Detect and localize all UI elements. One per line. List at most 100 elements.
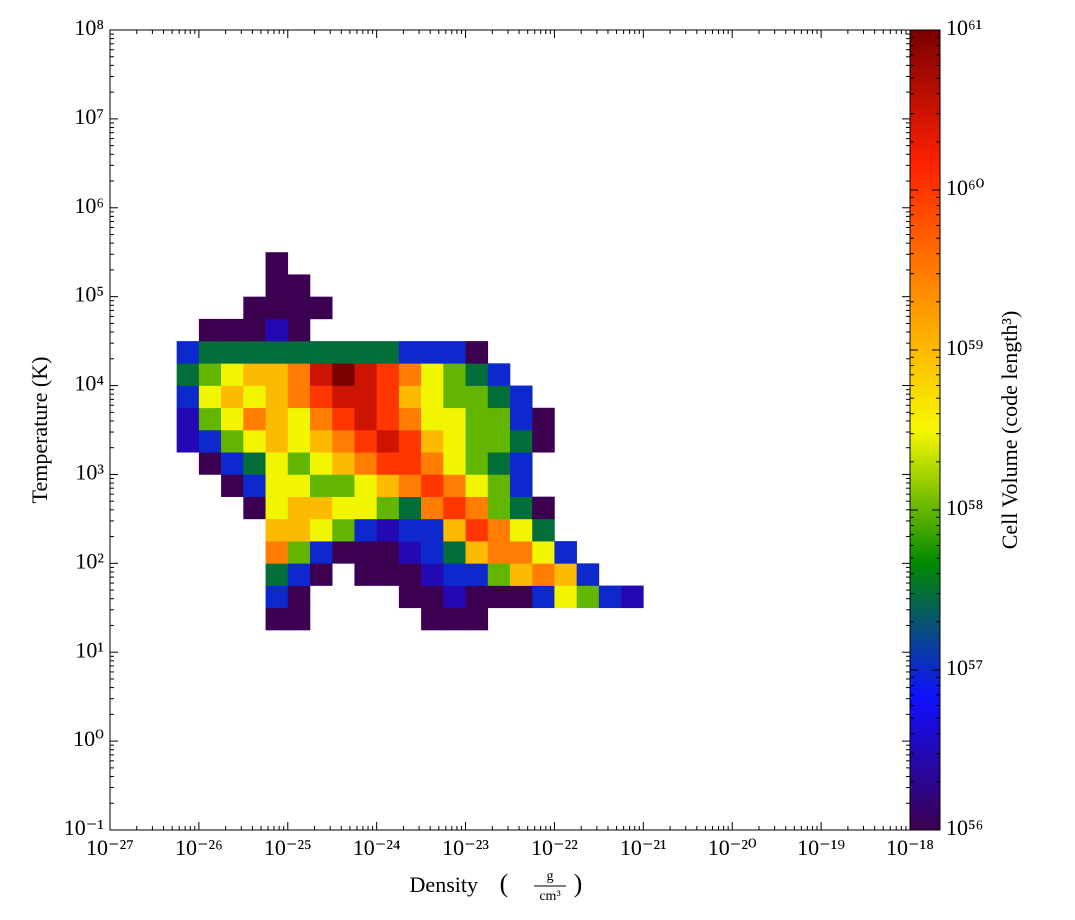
cell — [287, 496, 311, 520]
cell — [198, 407, 222, 431]
y-tick-label: 10⁷ — [74, 104, 104, 129]
x-tick-label: 10⁻²⁵ — [264, 835, 312, 860]
cell — [509, 496, 533, 520]
cell — [221, 407, 244, 431]
cell — [265, 474, 289, 497]
cell — [287, 430, 311, 453]
cell — [532, 407, 555, 431]
cell — [443, 341, 466, 364]
cell — [354, 496, 377, 520]
cell — [487, 518, 511, 542]
cell — [465, 363, 489, 386]
colorbar-tick-label: 10⁵⁷ — [946, 655, 983, 680]
cell — [176, 407, 200, 431]
cell — [265, 452, 289, 475]
cell — [354, 385, 377, 409]
cell — [398, 518, 422, 542]
y-tick-label: 10⁴ — [74, 371, 104, 396]
cell — [376, 496, 400, 520]
cell — [309, 541, 333, 564]
cell — [332, 363, 355, 386]
cell — [398, 452, 422, 475]
x-tick-label: 10⁻²¹ — [620, 835, 667, 860]
cell — [176, 363, 200, 386]
cell — [309, 407, 333, 431]
x-unit-den: cm³ — [539, 889, 560, 904]
cell — [309, 341, 333, 364]
cell — [354, 474, 377, 497]
cell — [421, 474, 444, 497]
cell — [287, 274, 311, 297]
cell — [221, 430, 244, 453]
cell — [376, 563, 400, 586]
colorbar-tick-label: 10⁵⁶ — [946, 815, 983, 840]
cell — [487, 563, 511, 586]
cell — [421, 563, 444, 586]
cell — [509, 541, 533, 564]
cell — [554, 563, 577, 586]
cell — [309, 452, 333, 475]
cell — [309, 474, 333, 497]
cell — [487, 452, 511, 475]
cell — [465, 585, 489, 609]
cell — [198, 452, 222, 475]
colorbar — [909, 29, 941, 831]
cell — [421, 607, 444, 631]
cell — [621, 585, 644, 609]
cell — [398, 563, 422, 586]
cell — [509, 385, 533, 409]
cell — [509, 452, 533, 475]
cell — [287, 585, 311, 609]
cell — [465, 541, 489, 564]
colorbar-tick-label: 10⁵⁹ — [946, 335, 984, 360]
cell — [354, 363, 377, 386]
cell — [465, 341, 489, 364]
cell — [354, 341, 377, 364]
cell — [198, 430, 222, 453]
cell — [598, 585, 622, 609]
cell — [443, 430, 466, 453]
cell — [532, 541, 555, 564]
cell — [265, 341, 289, 364]
y-tick-label: 10⁵ — [74, 282, 104, 307]
cell — [376, 385, 400, 409]
cell — [576, 563, 600, 586]
cell — [243, 407, 266, 431]
cell — [354, 430, 377, 453]
cell — [309, 518, 333, 542]
x-axis-label: Density ( g cm³ ) — [410, 869, 583, 904]
cell — [398, 496, 422, 520]
cell — [287, 407, 311, 431]
cell — [398, 430, 422, 453]
cell — [243, 318, 266, 342]
cell — [332, 407, 355, 431]
cell — [221, 341, 244, 364]
cell — [265, 563, 289, 586]
y-tick-label: 10⁶ — [74, 193, 104, 218]
cell — [287, 363, 311, 386]
x-label: Density — [410, 872, 478, 897]
cell — [332, 430, 355, 453]
cell — [509, 407, 533, 431]
cell — [265, 430, 289, 453]
cell — [265, 296, 289, 320]
cell — [465, 607, 489, 631]
cell — [421, 541, 444, 564]
cell — [398, 341, 422, 364]
cell — [487, 585, 511, 609]
cell — [443, 407, 466, 431]
y-label: Temperature (K) — [27, 357, 52, 504]
y-tick-label: 10² — [75, 548, 104, 573]
cell — [221, 474, 244, 497]
cell — [287, 341, 311, 364]
cell — [554, 585, 577, 609]
y-tick-label: 10³ — [75, 459, 104, 484]
y-tick-label: 10¹ — [75, 637, 104, 662]
cell — [309, 430, 333, 453]
cell — [376, 430, 400, 453]
cell — [487, 496, 511, 520]
paren: ) — [574, 869, 583, 898]
cell — [243, 385, 266, 409]
cell — [287, 518, 311, 542]
colorbar-label: Cell Volume (code length³) — [997, 311, 1022, 550]
